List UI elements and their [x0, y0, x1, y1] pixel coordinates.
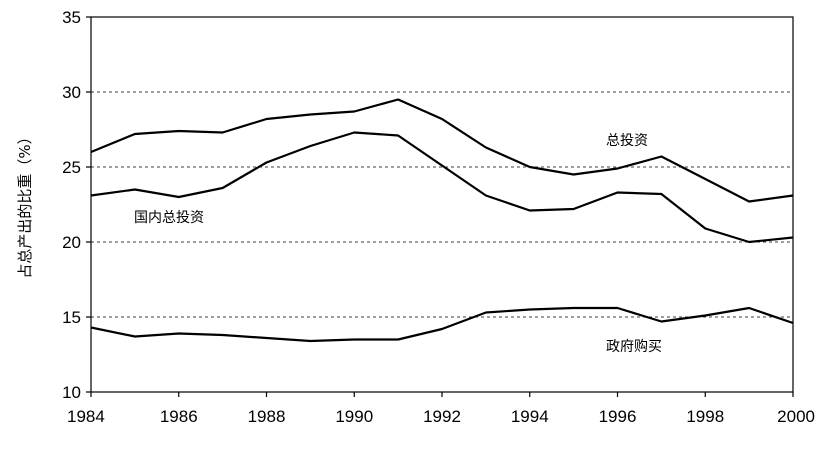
- y-tick-label-30: 30: [62, 83, 81, 102]
- x-tick-label-1988: 1988: [248, 407, 286, 426]
- series-label-government-purchases: 政府购买: [606, 339, 662, 355]
- y-tick-label-25: 25: [62, 158, 81, 177]
- x-tick-label-2000: 2000: [777, 407, 815, 426]
- series-line-government-purchases: [90, 306, 794, 343]
- x-tick-label-1994: 1994: [511, 407, 549, 426]
- y-axis-title: 占总产出的比重（%）: [16, 129, 34, 278]
- series-line-total-investment: [90, 98, 794, 203]
- series-lines: [90, 98, 794, 343]
- x-tick-label-1986: 1986: [160, 407, 198, 426]
- plot-frame: [90, 16, 794, 393]
- series-label-total-investment: 总投资: [606, 133, 648, 149]
- y-tick-label-10: 10: [62, 383, 81, 402]
- x-tick-label-1996: 1996: [599, 407, 637, 426]
- y-tick-label-20: 20: [62, 233, 81, 252]
- x-tick-label-1990: 1990: [335, 407, 373, 426]
- series-label-domestic-investment: 国内总投资: [134, 210, 204, 226]
- x-tick-label-1992: 1992: [423, 407, 461, 426]
- gridlines: [91, 91, 793, 318]
- y-tick-label-35: 35: [62, 8, 81, 27]
- series-labels: 总投资 国内总投资 政府购买: [134, 133, 662, 355]
- y-tick-label-15: 15: [62, 308, 81, 327]
- x-tick-label-1998: 1998: [686, 407, 724, 426]
- x-tick-label-1984: 1984: [67, 407, 105, 426]
- series-line-domestic-investment: [90, 131, 794, 244]
- axes: [90, 16, 794, 393]
- axis-ticks: 10 15 20 25 30 35 1984 1986 1988 1990 1992 1994 1996…: [62, 8, 815, 426]
